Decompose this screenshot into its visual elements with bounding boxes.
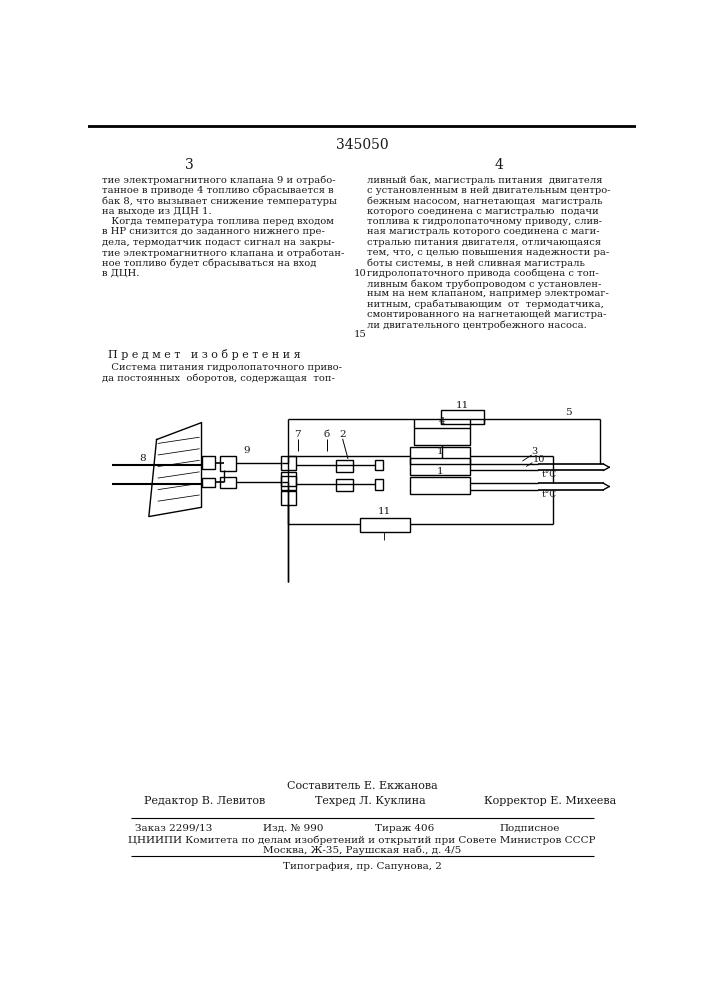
- Text: Тираж 406: Тираж 406: [375, 824, 434, 833]
- Bar: [441, 410, 484, 424]
- Text: 345050: 345050: [336, 138, 388, 152]
- Text: бежным насосом, нагнетающая  магистраль: бежным насосом, нагнетающая магистраль: [368, 196, 603, 206]
- Text: Изд. № 990: Изд. № 990: [263, 824, 323, 833]
- Text: 2: 2: [339, 430, 346, 439]
- Text: тие электромагнитного клапана 9 и отрабо-: тие электромагнитного клапана 9 и отрабо…: [103, 175, 336, 185]
- Bar: [201, 478, 216, 487]
- Text: Редактор В. Левитов: Редактор В. Левитов: [144, 796, 265, 806]
- Bar: [281, 491, 296, 505]
- Text: 8: 8: [139, 454, 146, 463]
- Text: тем, что, с целью повышения надежности ра-: тем, что, с целью повышения надежности р…: [368, 248, 609, 257]
- Text: топлива к гидролопаточному приводу, слив-: топлива к гидролопаточному приводу, слив…: [368, 217, 602, 226]
- Text: Типография, пр. Сапунова, 2: Типография, пр. Сапунова, 2: [283, 862, 441, 871]
- Text: гидролопаточного привода сообщена с топ-: гидролопаточного привода сообщена с топ-: [368, 269, 599, 278]
- Text: ная магистраль которого соединена с маги-: ная магистраль которого соединена с маги…: [368, 227, 600, 236]
- Text: 7: 7: [294, 430, 301, 439]
- Text: 11: 11: [455, 401, 469, 410]
- Text: Когда температура топлива перед входом: Когда температура топлива перед входом: [103, 217, 334, 226]
- Text: 3: 3: [532, 447, 538, 456]
- Bar: [220, 477, 235, 488]
- Text: 9: 9: [243, 446, 250, 455]
- Text: стралью питания двигателя, отличающаяся: стралью питания двигателя, отличающаяся: [368, 238, 602, 247]
- Text: дела, термодатчик подаст сигнал на закры-: дела, термодатчик подаст сигнал на закры…: [103, 238, 335, 247]
- Text: 10: 10: [532, 455, 545, 464]
- Text: ное топливо будет сбрасываться на вход: ное топливо будет сбрасываться на вход: [103, 259, 317, 268]
- Text: t°C: t°C: [542, 470, 557, 479]
- Bar: [220, 456, 235, 471]
- Text: Система питания гидролопаточного приво-: Система питания гидролопаточного приво-: [103, 363, 342, 372]
- Text: Подписное: Подписное: [499, 824, 559, 833]
- Text: 4: 4: [438, 417, 445, 426]
- Text: да постоянных  оборотов, содержащая  топ-: да постоянных оборотов, содержащая топ-: [103, 374, 335, 383]
- Text: Техред Л. Куклина: Техред Л. Куклина: [315, 796, 426, 806]
- Text: нитным, срабатывающим  от  термодатчика,: нитным, срабатывающим от термодатчика,: [368, 300, 604, 309]
- Text: которого соединена с магистралью  подачи: которого соединена с магистралью подачи: [368, 207, 599, 216]
- Bar: [410, 477, 470, 494]
- Bar: [337, 479, 354, 491]
- Text: танное в приводе 4 топливо сбрасывается в: танное в приводе 4 топливо сбрасывается …: [103, 186, 334, 195]
- Text: Корректор Е. Михеева: Корректор Е. Михеева: [484, 796, 616, 806]
- Text: бак 8, что вызывает снижение температуры: бак 8, что вызывает снижение температуры: [103, 196, 337, 206]
- Text: 15: 15: [354, 330, 367, 339]
- Bar: [281, 476, 296, 490]
- Text: Заказ 2299/13: Заказ 2299/13: [135, 824, 212, 833]
- Bar: [414, 428, 469, 445]
- Text: 11: 11: [378, 507, 391, 516]
- Text: боты системы, в ней сливная магистраль: боты системы, в ней сливная магистраль: [368, 259, 585, 268]
- Text: 4: 4: [495, 158, 503, 172]
- Text: б: б: [324, 430, 330, 439]
- Bar: [360, 518, 410, 532]
- Text: в ДЦН.: в ДЦН.: [103, 269, 140, 278]
- Bar: [281, 472, 296, 486]
- Bar: [410, 447, 470, 464]
- Bar: [375, 460, 383, 470]
- Text: П р е д м е т   и з о б р е т е н и я: П р е д м е т и з о б р е т е н и я: [108, 349, 301, 360]
- Text: 5: 5: [566, 408, 572, 417]
- Text: Москва, Ж-35, Раушская наб., д. 4/5: Москва, Ж-35, Раушская наб., д. 4/5: [263, 845, 461, 855]
- Text: в НР снизится до заданного нижнего пре-: в НР снизится до заданного нижнего пре-: [103, 227, 325, 236]
- Bar: [281, 456, 296, 470]
- Text: тие электромагнитного клапана и отработан-: тие электромагнитного клапана и отработа…: [103, 248, 345, 258]
- Text: ЦНИИПИ Комитета по делам изобретений и открытий при Совете Министров СССР: ЦНИИПИ Комитета по делам изобретений и о…: [128, 835, 596, 845]
- Text: ливным баком трубопроводом с установлен-: ливным баком трубопроводом с установлен-: [368, 279, 602, 289]
- Text: t°C: t°C: [542, 490, 557, 499]
- Bar: [201, 456, 216, 469]
- Text: 3: 3: [185, 158, 194, 172]
- Bar: [410, 458, 470, 475]
- Text: смонтированного на нагнетающей магистра-: смонтированного на нагнетающей магистра-: [368, 310, 607, 319]
- Text: Составитель Е. Екжанова: Составитель Е. Екжанова: [286, 781, 438, 791]
- Bar: [337, 460, 354, 472]
- Text: ным на нем клапаном, например электромаг-: ным на нем клапаном, например электромаг…: [368, 289, 609, 298]
- Bar: [375, 479, 383, 490]
- Text: 1: 1: [437, 447, 443, 456]
- Text: ливный бак, магистраль питания  двигателя: ливный бак, магистраль питания двигателя: [368, 175, 603, 185]
- Text: с установленным в ней двигательным центро-: с установленным в ней двигательным центр…: [368, 186, 611, 195]
- Text: на выходе из ДЦН 1.: на выходе из ДЦН 1.: [103, 207, 212, 216]
- Text: ли двигательного центробежного насоса.: ли двигательного центробежного насоса.: [368, 321, 587, 330]
- Text: 10: 10: [354, 269, 367, 278]
- Text: 1: 1: [437, 467, 443, 476]
